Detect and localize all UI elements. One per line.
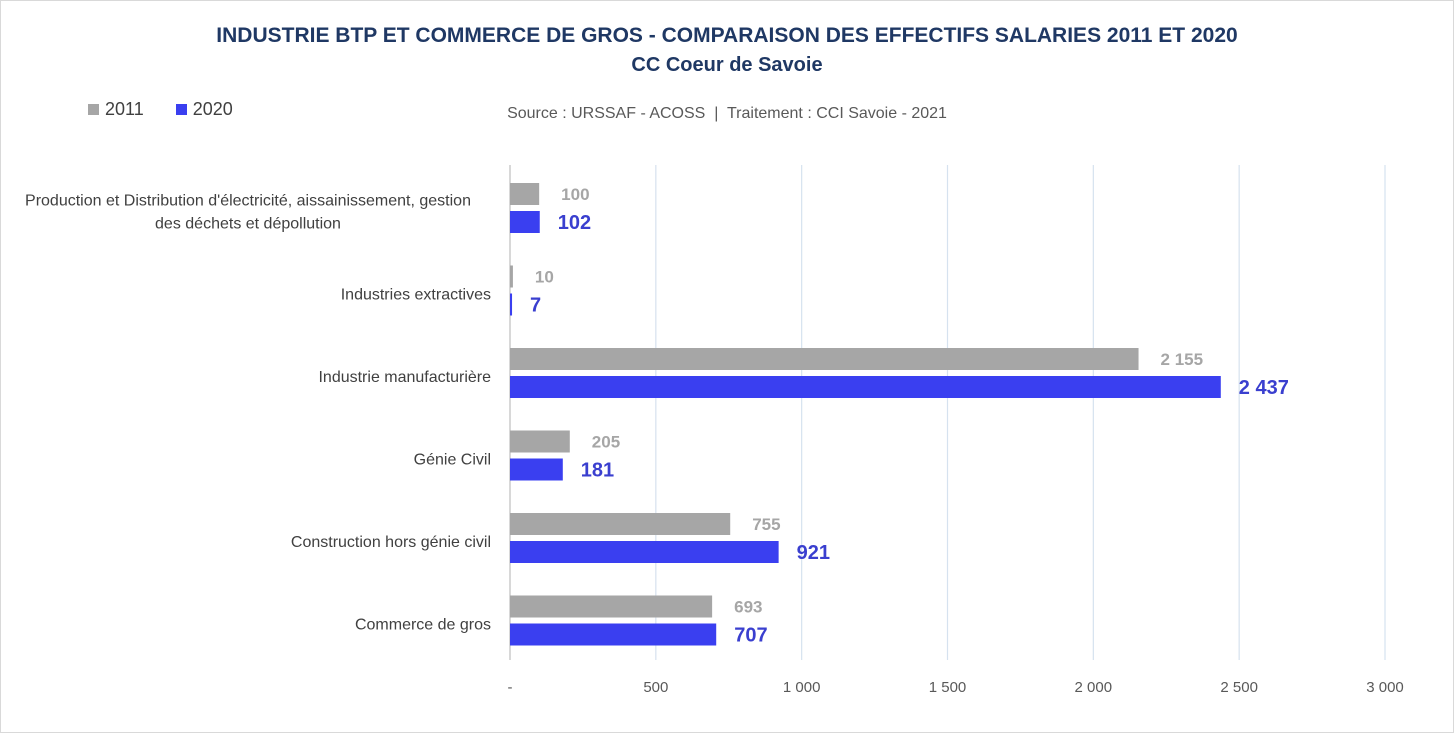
bar-2020-4 (510, 541, 779, 563)
legend-label-2020: 2020 (192, 99, 233, 119)
value-label-2011-1: 10 (535, 268, 554, 287)
bar-2011-5 (510, 595, 713, 618)
value-labels: 100 102 10 7 2 155 2 437 205 181 755 921 693 707 (530, 185, 1289, 647)
value-label-2011-0: 100 (561, 185, 589, 204)
value-label-2020-5: 707 (734, 625, 767, 647)
bar-2020-3 (510, 458, 563, 481)
chart-source: Source : URSSAF - ACOSS | Traitement : C… (507, 105, 947, 122)
bars (510, 183, 1221, 646)
category-labels: Production et Distribution d'électricité… (25, 193, 491, 634)
x-tick-label-500: 500 (643, 679, 668, 696)
x-tick-label-2000: 2 000 (1075, 679, 1113, 696)
category-label-line: Construction hors génie civil (291, 534, 491, 551)
x-tick-label-1000: 1 000 (783, 679, 821, 696)
category-label-line: Industries extractives (341, 287, 491, 304)
category-label-line: Génie Civil (414, 452, 491, 469)
bar-2020-1 (510, 293, 513, 316)
legend-label-2011: 2011 (105, 99, 144, 119)
category-label-line: Commerce de gros (355, 617, 491, 634)
bar-2011-2 (510, 348, 1139, 370)
bar-2011-0 (510, 183, 540, 205)
bar-2011-4 (510, 513, 731, 535)
value-label-2011-3: 205 (592, 433, 620, 452)
value-label-2011-2: 2 155 (1161, 350, 1204, 369)
x-tick-label-3000: 3 000 (1366, 679, 1404, 696)
legend-item-2011: 2011 (88, 99, 144, 120)
value-label-2020-3: 181 (581, 460, 614, 482)
x-tick-labels: - 500 1 000 1 500 2 000 2 500 3 000 (508, 679, 1404, 696)
x-tick-label-1500: 1 500 (929, 679, 967, 696)
category-label-line: Industrie manufacturière (318, 369, 491, 386)
value-label-2020-0: 102 (558, 212, 591, 234)
gridlines (509, 165, 1386, 660)
category-label-4: Construction hors génie civil (291, 534, 491, 551)
value-label-2020-1: 7 (530, 295, 541, 317)
legend-swatch-2020 (175, 104, 187, 115)
bar-2020-5 (510, 623, 717, 646)
chart-title: INDUSTRIE BTP ET COMMERCE DE GROS - COMP… (216, 24, 1238, 47)
category-label-line: Production et Distribution d'électricité… (25, 193, 471, 210)
x-tick-label-2500: 2 500 (1220, 679, 1258, 696)
category-label-1: Industries extractives (341, 287, 491, 304)
category-label-2: Industrie manufacturière (318, 369, 491, 386)
legend: 2011 2020 (88, 99, 265, 120)
category-label-0: Production et Distribution d'électricité… (25, 193, 471, 233)
category-label-5: Commerce de gros (355, 617, 491, 634)
bar-2020-0 (510, 211, 540, 233)
bar-2020-2 (510, 376, 1221, 398)
bar-2011-1 (510, 265, 513, 288)
category-label-line: des déchets et dépollution (155, 216, 341, 233)
legend-item-2020: 2020 (175, 99, 233, 120)
value-label-2011-4: 755 (752, 515, 780, 534)
legend-swatch-2011 (88, 104, 99, 115)
bar-2011-3 (510, 430, 570, 453)
x-tick-label-0: - (508, 679, 513, 696)
value-label-2020-4: 921 (797, 542, 830, 564)
chart-subtitle: CC Coeur de Savoie (631, 54, 823, 76)
value-label-2011-5: 693 (734, 598, 762, 617)
category-label-3: Génie Civil (414, 452, 491, 469)
value-label-2020-2: 2 437 (1239, 377, 1289, 399)
